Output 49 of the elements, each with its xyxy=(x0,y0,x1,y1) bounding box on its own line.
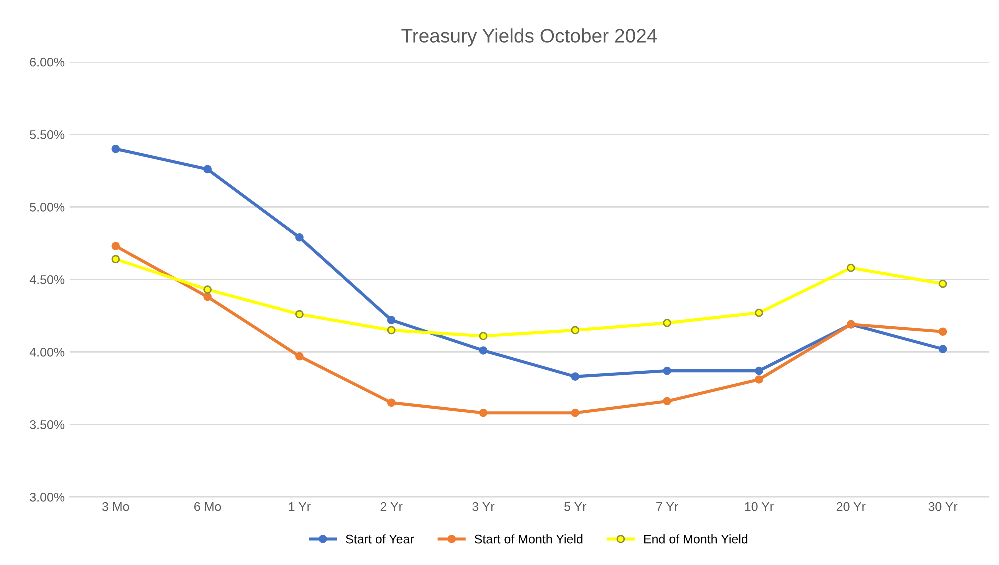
point xyxy=(571,372,580,382)
point xyxy=(755,366,764,376)
point xyxy=(938,280,948,288)
point xyxy=(938,328,948,336)
x-tick-label: 20 Yr xyxy=(836,502,866,512)
x-tick-label: 5 Yr xyxy=(564,502,587,512)
point xyxy=(112,255,120,264)
x-tick-label: 7 Yr xyxy=(656,502,678,512)
point xyxy=(663,397,672,406)
point xyxy=(663,366,672,376)
point xyxy=(479,332,488,340)
point xyxy=(479,346,488,355)
point xyxy=(755,376,764,384)
y-tick-label: 4.50% xyxy=(30,275,65,284)
point xyxy=(571,326,580,335)
legend-label: Start of Year xyxy=(346,534,414,544)
x-tick-label: 1 Yr xyxy=(289,502,311,512)
point xyxy=(755,308,764,318)
y-tick-label: 3.50% xyxy=(30,420,65,430)
chart-title: Treasury Yields October 2024 xyxy=(402,28,658,47)
y-tick-label: 3.00% xyxy=(30,493,65,502)
point xyxy=(846,264,856,272)
point xyxy=(204,286,212,294)
legend-label: Start of Month Yield xyxy=(474,534,583,544)
point xyxy=(663,319,672,328)
y-tick-label: 6.00% xyxy=(30,58,65,67)
legend-label: End of Month Yield xyxy=(644,534,748,544)
point xyxy=(296,310,304,319)
point xyxy=(296,233,304,242)
point xyxy=(296,352,304,361)
point xyxy=(204,165,212,174)
x-tick-label: 30 Yr xyxy=(928,502,958,512)
point xyxy=(387,398,396,408)
y-tick-label: 4.00% xyxy=(30,348,65,357)
x-tick-label: 3 Yr xyxy=(472,502,495,512)
point xyxy=(112,144,120,154)
x-tick-label: 10 Yr xyxy=(745,502,774,512)
point xyxy=(938,345,948,354)
y-tick-label: 5.00% xyxy=(30,202,65,212)
point xyxy=(387,326,396,335)
point xyxy=(204,292,212,302)
point xyxy=(479,408,488,418)
x-tick-label: 3 Mo xyxy=(102,502,130,512)
x-tick-label: 6 Mo xyxy=(194,502,222,512)
point xyxy=(571,408,580,418)
point xyxy=(387,316,396,324)
x-tick-label: 2 Yr xyxy=(380,502,403,512)
point xyxy=(112,242,120,250)
y-tick-label: 5.50% xyxy=(30,130,65,140)
